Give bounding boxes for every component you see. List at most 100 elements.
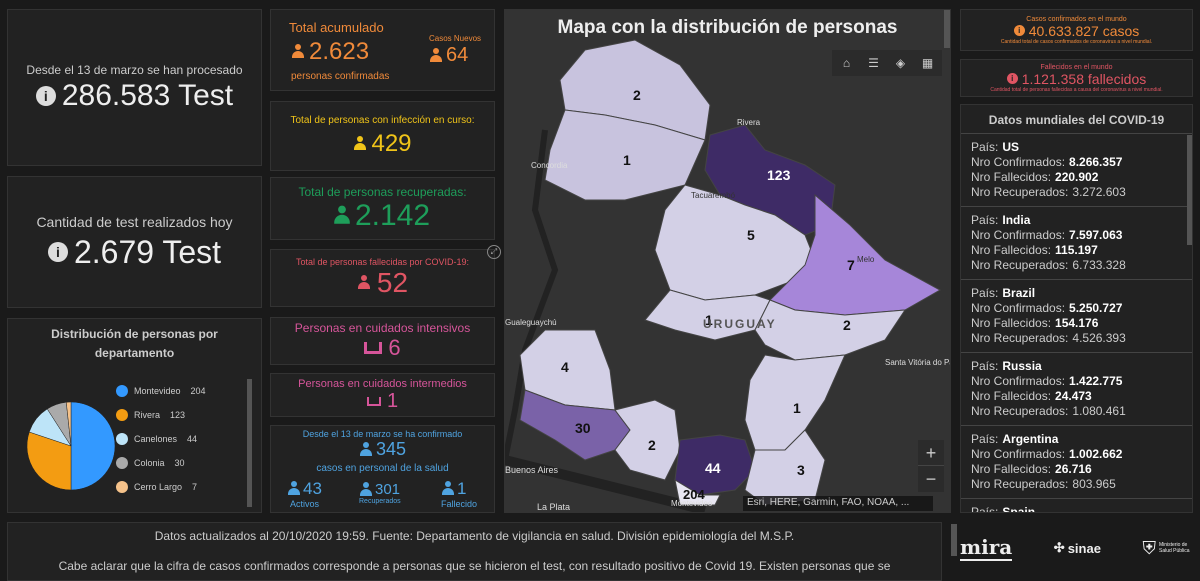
legend-item[interactable]: Colonia 30 <box>116 451 246 475</box>
dept-montevideo[interactable] <box>674 478 721 506</box>
river <box>505 129 559 461</box>
world-row-value: 4.526.393 <box>1072 331 1126 345</box>
person-icon <box>287 481 301 497</box>
legend-item[interactable]: Montevideo 204 <box>116 379 246 403</box>
legend-item[interactable]: Cerro Largo 7 <box>116 475 246 499</box>
shield-icon: ⛨ <box>1142 537 1156 558</box>
map-scrollbar[interactable] <box>944 10 950 48</box>
dept-treinta-y-tres[interactable] <box>754 299 906 361</box>
world-row-value: Brazil <box>1002 286 1036 300</box>
new-cases-value: 64 <box>446 44 469 66</box>
dept-san-jose[interactable] <box>614 399 681 481</box>
info-icon: i <box>1006 73 1018 84</box>
health-dead: 1 Fallecido <box>441 479 477 509</box>
map-canvas[interactable]: 2 1 123 5 7 1 2 4 30 2 1 44 3 204 Rivera… <box>505 10 951 513</box>
world-row-confirmed: Nro Confirmados: 1.422.775 <box>971 374 1182 389</box>
world-row-label: Nro Confirmados: <box>971 155 1066 169</box>
dept-salto[interactable] <box>544 109 706 201</box>
world-list-scrollbar[interactable] <box>1187 135 1192 245</box>
world-row-recovered: Nro Recuperados: 3.272.603 <box>971 185 1182 200</box>
zoom-out-button[interactable]: − <box>925 469 937 489</box>
layers-icon[interactable]: ◈ <box>895 56 906 70</box>
footer-line2: Cabe aclarar que la cifra de casos confi… <box>58 559 891 573</box>
info-icon: i <box>1013 25 1025 36</box>
dept-label-artigas: 2 <box>633 87 641 103</box>
dept-chart-title: Distribución de personas por departament… <box>8 325 261 363</box>
world-row-label: País: <box>971 213 999 227</box>
world-row-recovered: Nro Recuperados: 6.733.328 <box>971 258 1182 273</box>
pie-slice-montevideo[interactable] <box>70 401 116 491</box>
home-icon[interactable]: ⌂ <box>842 56 851 70</box>
dept-label-san-jose: 2 <box>648 437 656 453</box>
expand-icon[interactable]: ⤢ <box>487 245 501 259</box>
world-row-name: País: Argentina <box>971 432 1182 447</box>
map-toolbar: ⌂ ☰ ◈ ▦ <box>832 50 942 76</box>
legend-item[interactable]: Canelones 44 <box>116 427 246 451</box>
world-country-item[interactable]: País: Russia Nro Confirmados: 1.422.775 Nro … <box>961 353 1192 426</box>
tests-total-value: 286.583 Test <box>61 78 234 112</box>
health-active: 43 Activos <box>287 479 322 509</box>
coastline-south <box>505 455 707 512</box>
deaths-panel: Total de personas fallecidas por COVID-1… <box>270 249 495 307</box>
world-row-value: 6.733.328 <box>1072 258 1126 272</box>
world-cases-row: i 40.633.827 casos <box>1013 23 1139 39</box>
place-country: URUGUAY <box>703 317 777 331</box>
map-panel[interactable]: 2 1 123 5 7 1 2 4 30 2 1 44 3 204 Rivera… <box>504 9 951 513</box>
legend-icon[interactable]: ☰ <box>868 56 879 70</box>
world-row-name: País: India <box>971 213 1182 228</box>
health-recovered: 301 Recuperados <box>359 481 401 505</box>
pie-slice-cerro-largo[interactable] <box>65 401 72 447</box>
deaths-value-row: 52 <box>357 267 408 299</box>
deaths-title: Total de personas fallecidas por COVID-1… <box>295 257 470 267</box>
footer-line1: Datos actualizados al 20/10/2020 19:59. … <box>154 529 795 543</box>
dept-pie-chart[interactable] <box>26 401 116 491</box>
person-icon <box>429 47 443 64</box>
basemap-icon[interactable]: ▦ <box>921 56 934 70</box>
health-value-row: 345 <box>271 439 494 460</box>
world-row-label: País: <box>971 432 999 446</box>
world-cases-label: Casos confirmados en el mundo <box>1026 15 1127 23</box>
bed-icon <box>366 396 381 406</box>
health-subtitle: casos en personal de la salud <box>316 463 449 474</box>
bed-icon <box>364 342 383 354</box>
active-value: 429 <box>371 129 412 157</box>
tests-today-caption: Cantidad de test realizados hoy <box>36 213 233 230</box>
legend-item[interactable]: Rivera 123 <box>116 403 246 427</box>
intermediate-title: Personas en cuidados intermedios <box>298 377 467 390</box>
world-country-list[interactable]: País: US Nro Confirmados: 8.266.357 Nro Fall… <box>961 134 1192 512</box>
map-attribution[interactable]: Esri, HERE, Garmin, FAO, NOAA, ... <box>743 496 933 511</box>
world-row-label: País: <box>971 140 999 154</box>
world-row-label: Nro Recuperados: <box>971 331 1069 345</box>
pie-slice-rivera[interactable] <box>26 431 72 491</box>
legend-swatch <box>116 385 128 397</box>
world-country-item[interactable]: País:SpainNro Confirmados:988.322 <box>961 499 1192 512</box>
place-montevideo: Montevideo <box>671 499 713 508</box>
person-icon <box>357 275 371 291</box>
world-country-item[interactable]: País: US Nro Confirmados: 8.266.357 Nro Fall… <box>961 134 1192 207</box>
world-deaths-panel: Fallecidos en el mundo i 1.121.358 falle… <box>960 59 1193 97</box>
world-country-item[interactable]: País: India Nro Confirmados: 7.597.063 Nro F… <box>961 207 1192 280</box>
new-cases-label: Casos Nuevos <box>429 34 482 43</box>
world-row-label: Nro Recuperados: <box>971 477 1069 491</box>
world-row-recovered: Nro Recuperados: 803.965 <box>971 477 1182 492</box>
footer-scrollbar[interactable] <box>951 524 957 556</box>
world-deaths-note: Cantidad total de personas fallecidas a … <box>990 86 1163 93</box>
deaths-value: 52 <box>376 267 409 298</box>
legend-scrollbar[interactable] <box>247 379 252 507</box>
active-title: Total de personas con infección en curso… <box>290 114 475 126</box>
world-country-item[interactable]: País: Argentina Nro Confirmados: 1.002.662 N… <box>961 426 1192 499</box>
zoom-in-button[interactable]: + <box>918 440 944 466</box>
world-country-item[interactable]: País: Brazil Nro Confirmados: 5.250.727 Nro … <box>961 280 1192 353</box>
dept-label-tacuarembo: 5 <box>747 227 755 243</box>
world-row-value: 154.176 <box>1055 316 1099 330</box>
dept-label-salto: 1 <box>623 152 631 168</box>
dept-maldonado[interactable] <box>744 429 826 506</box>
person-icon <box>333 205 351 226</box>
cases-panel: Total acumulado 2.623 personas confirmad… <box>270 9 495 91</box>
person-icon <box>359 441 373 458</box>
health-dead-label: Fallecido <box>441 499 478 509</box>
place-gualeguaychu: Gualeguaychú <box>505 318 557 327</box>
world-row-label: País: <box>971 286 999 300</box>
dept-label-treinta-y-tres: 2 <box>843 317 851 333</box>
health-active-label: Activos <box>289 499 319 509</box>
